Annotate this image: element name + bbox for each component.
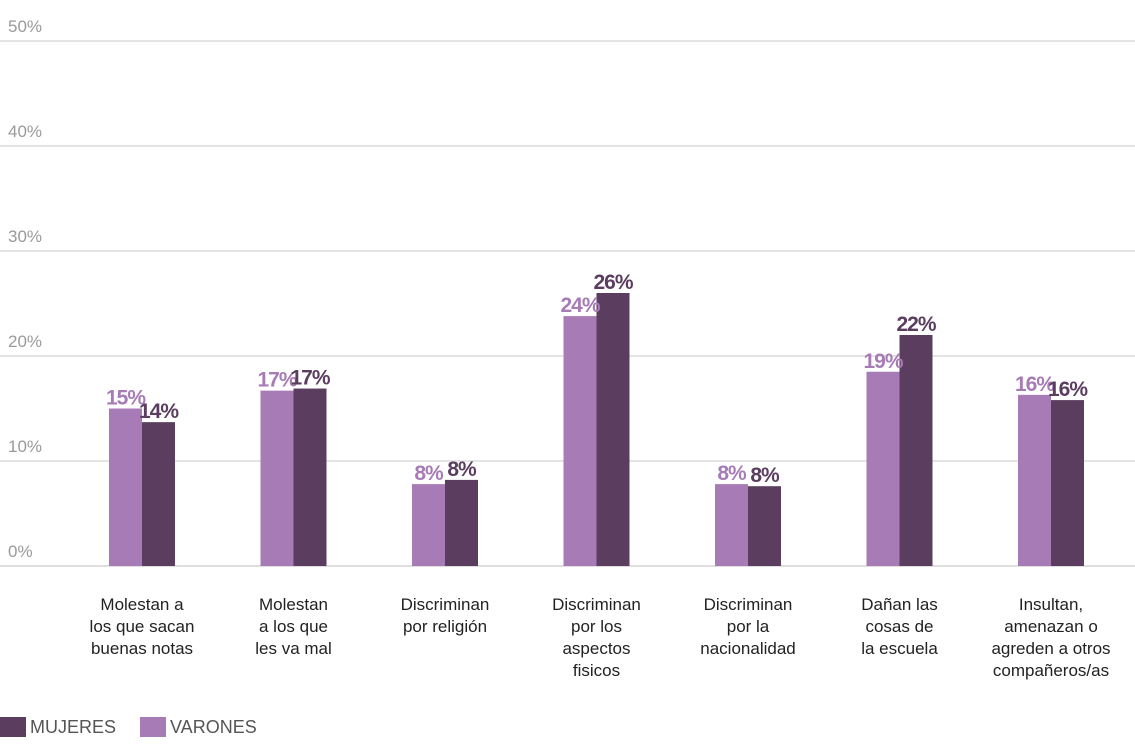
category-label-line: les va mal xyxy=(255,639,332,658)
y-tick-label: 10% xyxy=(8,437,42,456)
data-label-varones-2: 8% xyxy=(414,462,444,485)
category-label-line: Dañan las xyxy=(861,595,938,614)
y-tick-label: 0% xyxy=(8,542,33,561)
data-label-mujeres-2: 8% xyxy=(447,458,477,481)
data-label-mujeres-3: 26% xyxy=(593,271,633,294)
category-label-line: compañeros/as xyxy=(993,661,1109,680)
category-label-line: amenazan o xyxy=(1004,617,1098,636)
category-label-line: por religión xyxy=(403,617,487,636)
data-labels: 15%14%17%17%8% 8%24%26%8% 8%19%22%16%16% xyxy=(106,271,1089,487)
category-label-line: Discriminan xyxy=(401,595,490,614)
category-label-1: Molestan a los que les va mal xyxy=(255,595,332,658)
data-label-mujeres-5: 22% xyxy=(896,313,936,336)
data-label-mujeres-1: 17% xyxy=(290,367,330,390)
data-label-varones-0: 15% xyxy=(106,387,146,410)
category-label-line: los que sacan xyxy=(90,617,195,636)
data-label-mujeres-6: 16% xyxy=(1048,378,1088,401)
y-tick-label: 30% xyxy=(8,227,42,246)
category-label-line: Insultan, xyxy=(1019,595,1083,614)
bar-mujeres-6 xyxy=(1051,400,1084,566)
category-label-line: la escuela xyxy=(861,639,938,658)
category-label-line: aspectos xyxy=(562,639,630,658)
category-label-line: nacionalidad xyxy=(700,639,795,658)
category-label-line: por los xyxy=(571,617,622,636)
category-label-line: a los que xyxy=(259,617,328,636)
bar-mujeres-4 xyxy=(748,486,781,566)
data-label-varones-3: 24% xyxy=(560,294,600,317)
category-label-3: Discriminan por los aspectos fisicos xyxy=(552,595,641,680)
bars xyxy=(109,293,1084,566)
legend-item-varones: VARONES xyxy=(140,717,257,738)
bar-mujeres-3 xyxy=(596,293,630,566)
data-label-mujeres-4: 8% xyxy=(750,464,780,487)
bar-varones-6 xyxy=(1018,394,1051,566)
data-label-varones-1: 17% xyxy=(257,369,297,392)
category-label-line: por la xyxy=(727,617,770,636)
category-label-4: Discriminan por la nacionalidad xyxy=(700,595,795,658)
category-label-5: Dañan las cosas de la escuela xyxy=(861,595,938,658)
bar-varones-4 xyxy=(715,484,748,566)
data-label-varones-5: 19% xyxy=(863,350,903,373)
data-label-varones-6: 16% xyxy=(1015,373,1055,396)
category-label-0: Molestan a los que sacan buenas notas xyxy=(90,595,195,658)
legend-swatch-varones xyxy=(140,717,167,737)
category-label-line: Discriminan xyxy=(552,595,641,614)
category-label-line: fisicos xyxy=(573,661,620,680)
bar-chart: 0%10%20%30%40%50% 15%14%17%17%8% 8%24%26%… xyxy=(0,17,1135,680)
legend-swatch-mujeres xyxy=(0,717,26,737)
legend-label-mujeres: MUJERES xyxy=(30,716,117,737)
category-labels: Molestan a los que sacan buenas notasMoles… xyxy=(90,595,1111,680)
category-label-line: agreden a otros xyxy=(991,639,1110,658)
category-label-2: Discriminan por religión xyxy=(401,595,490,636)
bar-varones-1 xyxy=(260,390,294,566)
y-tick-label: 40% xyxy=(8,122,42,141)
bar-varones-5 xyxy=(866,371,900,566)
bar-mujeres-1 xyxy=(293,388,327,566)
category-label-line: Molestan xyxy=(259,595,328,614)
bar-mujeres-5 xyxy=(899,335,933,566)
category-label-line: Molestan a xyxy=(100,595,184,614)
bar-varones-2 xyxy=(412,484,445,566)
category-label-line: buenas notas xyxy=(91,639,193,658)
data-label-varones-4: 8% xyxy=(717,462,747,485)
legend-item-mujeres: MUJERES xyxy=(0,717,116,738)
bar-varones-0 xyxy=(109,408,142,566)
legend-label-varones: VARONES xyxy=(170,716,257,737)
bar-mujeres-0 xyxy=(142,422,175,566)
y-tick-label: 50% xyxy=(8,17,42,36)
data-label-mujeres-0: 14% xyxy=(139,400,179,423)
bar-varones-3 xyxy=(563,316,597,566)
bar-mujeres-2 xyxy=(445,479,478,566)
category-label-line: cosas de xyxy=(865,617,933,636)
legend: MUJERES VARONES xyxy=(0,714,281,740)
y-tick-label: 20% xyxy=(8,332,42,351)
category-label-line: Discriminan xyxy=(704,595,793,614)
category-label-6: Insultan, amenazan o agreden a otros compañ… xyxy=(991,595,1110,680)
y-axis-ticks: 0% 10% 20% 30% 40% 50% xyxy=(8,17,42,561)
